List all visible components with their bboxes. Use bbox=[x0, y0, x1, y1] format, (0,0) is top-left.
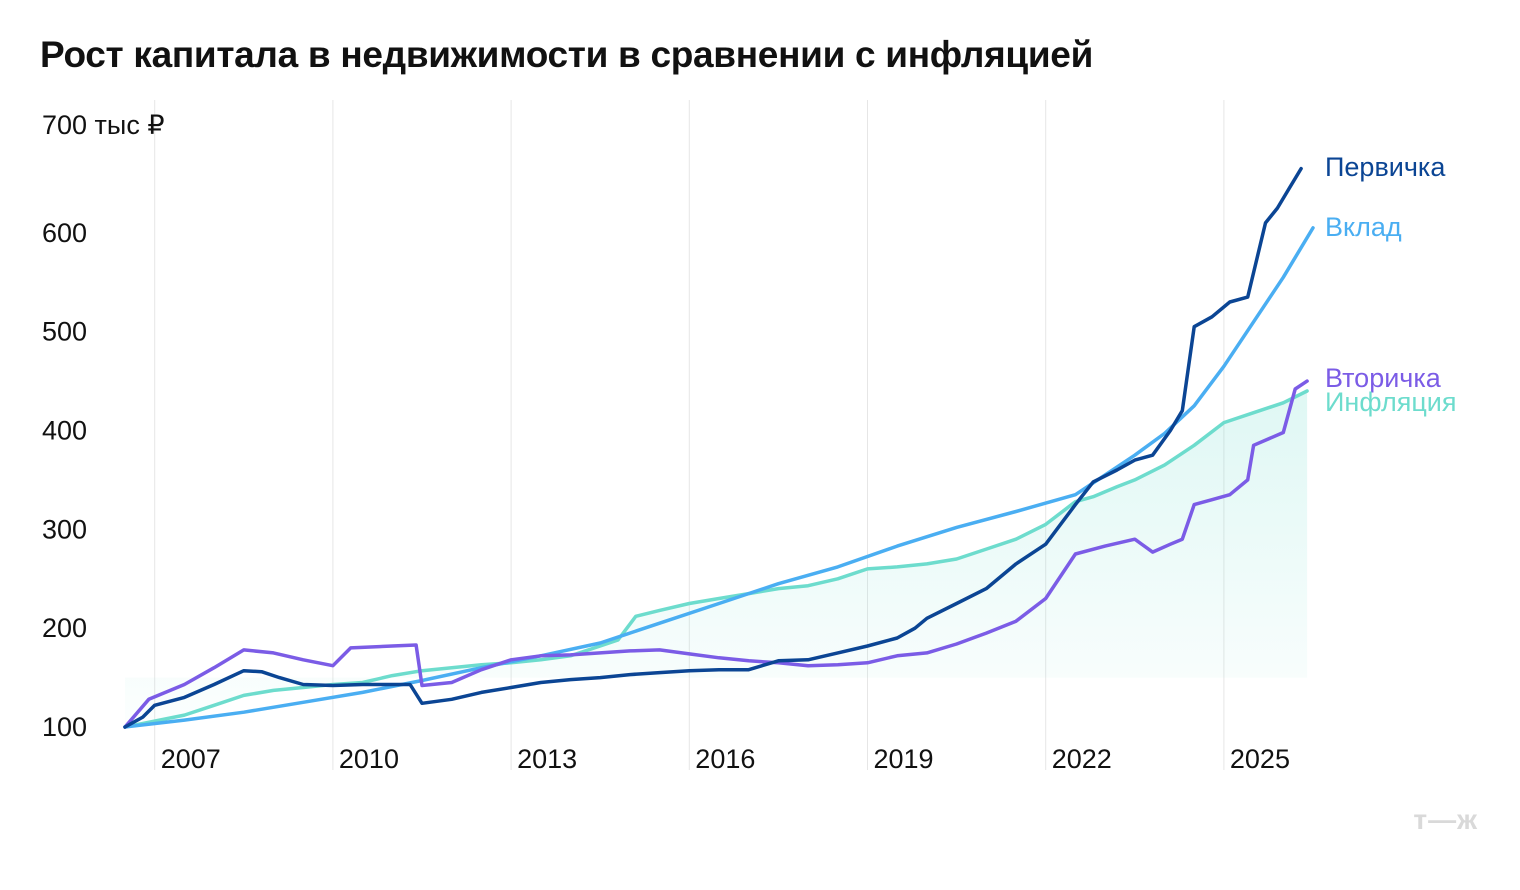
series-label: Вклад bbox=[1325, 212, 1402, 242]
y-tick-label: 500 bbox=[42, 317, 87, 347]
x-tick-label: 2013 bbox=[517, 744, 577, 774]
x-tick-label: 2010 bbox=[339, 744, 399, 774]
x-axis: 2007 2010 2013 2016 2019 2022 2025 bbox=[161, 744, 1290, 774]
y-tick-label: 600 bbox=[42, 218, 87, 248]
chart-title: Рост капитала в недвижимости в сравнении… bbox=[40, 34, 1094, 75]
y-unit-label: 700 тыс ₽ bbox=[42, 110, 165, 140]
logo: т—ж bbox=[1413, 804, 1478, 835]
inflation-area-fill bbox=[125, 391, 1308, 727]
y-tick-label: 300 bbox=[42, 514, 87, 544]
y-axis: 700 тыс ₽ 100 200 300 400 500 600 bbox=[42, 110, 165, 742]
y-tick-label: 400 bbox=[42, 416, 87, 446]
series-label: Инфляция bbox=[1325, 387, 1456, 417]
x-tick-label: 2022 bbox=[1052, 744, 1112, 774]
series-line bbox=[123, 226, 1315, 729]
x-tick-label: 2025 bbox=[1230, 744, 1290, 774]
x-tick-label: 2007 bbox=[161, 744, 221, 774]
series-line bbox=[123, 389, 1309, 729]
series-lines bbox=[123, 166, 1315, 729]
inflation-area bbox=[125, 391, 1308, 727]
x-tick-label: 2019 bbox=[874, 744, 934, 774]
y-tick-label: 200 bbox=[42, 613, 87, 643]
series-label: Вторичка bbox=[1325, 363, 1442, 393]
series-line bbox=[123, 379, 1309, 729]
series-line bbox=[123, 166, 1303, 729]
y-tick-label: 100 bbox=[42, 712, 87, 742]
series-label: Первичка bbox=[1325, 152, 1446, 182]
x-tick-label: 2016 bbox=[695, 744, 755, 774]
